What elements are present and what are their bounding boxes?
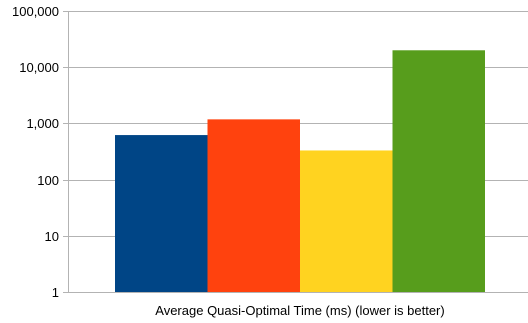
y-axis-ticks: 1 10 100 1,000 10,000 100,000 <box>12 4 68 300</box>
bar <box>300 150 393 292</box>
y-tick-label: 1,000 <box>26 116 59 131</box>
bars <box>115 50 485 292</box>
y-tick-label: 100 <box>37 173 59 188</box>
bar <box>115 135 208 292</box>
bar <box>207 119 300 292</box>
y-tick-label: 100,000 <box>12 4 59 19</box>
x-category-label: Average Quasi-Optimal Time (ms) (lower i… <box>155 303 444 318</box>
y-tick-label: 10,000 <box>19 60 59 75</box>
y-tick-label: 1 <box>52 285 59 300</box>
y-tick-label: 10 <box>45 229 59 244</box>
bar <box>392 50 485 292</box>
axes <box>68 11 528 293</box>
